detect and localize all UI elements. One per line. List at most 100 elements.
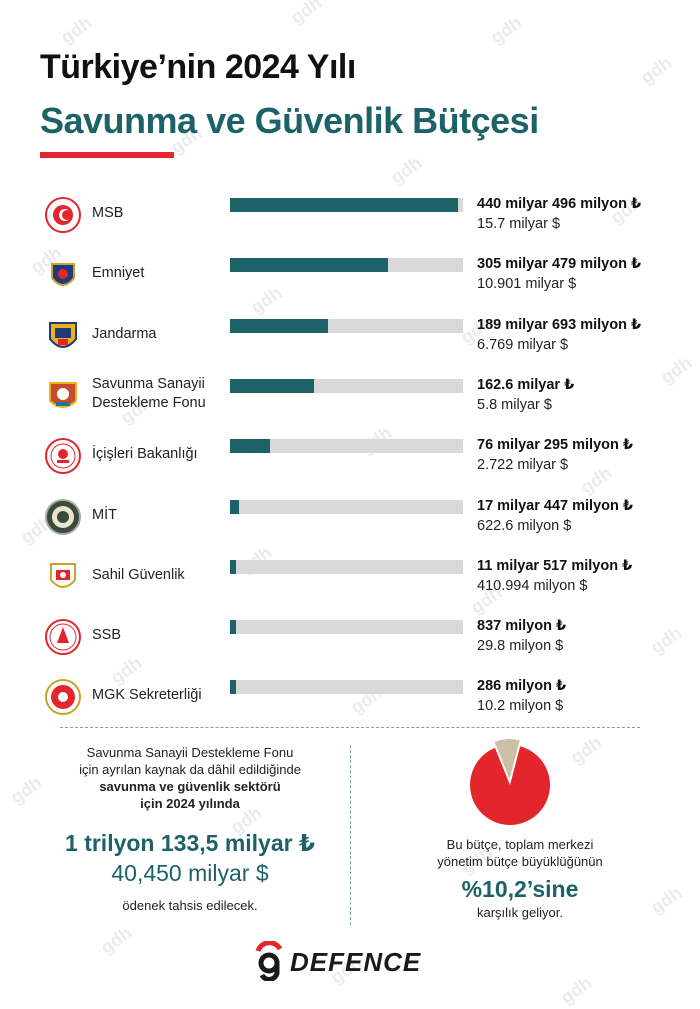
bar-track <box>230 378 463 393</box>
category-label: SSB <box>92 627 122 644</box>
emniyet-emblem-icon <box>51 263 75 287</box>
brand-logo: DEFENCE <box>250 941 450 981</box>
institution-emblem <box>44 618 82 656</box>
bar-row: MSB 440 milyar 496 milyon ₺ 15.7 milyar $ <box>0 196 700 258</box>
value-usd-label: 29.8 milyon $ <box>477 638 564 655</box>
bar-track <box>230 499 463 514</box>
summary-right-line2: yönetim bütçe büyüklüğünün <box>437 854 603 869</box>
pie-slice-share <box>494 739 520 780</box>
value-try-label: 286 milyon ₺ <box>477 678 567 695</box>
bar-row: Savunma Sanayii Destekleme Fonu 162.6 mily… <box>0 376 700 439</box>
summary-left-line3: savunma ve güvenlik sektörü <box>99 779 281 794</box>
institution-emblem <box>44 196 82 234</box>
bar-track <box>230 559 463 574</box>
watermark-mark: gdh <box>636 52 676 88</box>
value-usd-label: 410.994 milyon $ <box>477 577 588 594</box>
jandarma-emblem-icon <box>49 321 77 348</box>
summary-right-line3: karşılık geliyor. <box>477 905 563 920</box>
bar <box>230 499 240 514</box>
bar <box>230 318 329 333</box>
gdefence-logo-icon <box>255 941 283 981</box>
category-label: Savunma Sanayii <box>92 375 205 392</box>
institution-emblem <box>44 256 82 294</box>
bar <box>230 258 389 273</box>
category-label: Sahil Güvenlik <box>92 566 185 583</box>
watermark-mark: gdh <box>56 12 96 48</box>
title-underline <box>40 152 174 158</box>
value-try-label: 305 milyar 479 milyon ₺ <box>477 256 642 273</box>
value-try-label: 11 milyar 517 milyon ₺ <box>477 557 633 574</box>
percent-label: %10,2’sine <box>461 876 579 902</box>
bar-track <box>230 198 463 212</box>
watermark-mark: gdh <box>286 0 326 28</box>
institution-emblem <box>44 317 82 355</box>
icisleri-emblem-icon <box>45 438 81 475</box>
sahil-guvenlik-emblem-icon <box>50 562 76 588</box>
bar-track <box>230 680 463 695</box>
msb-emblem-icon <box>45 197 81 233</box>
total-try: 1 trilyon 133,5 milyar ₺ <box>65 830 315 856</box>
mgk-emblem-icon <box>45 679 81 716</box>
category-label: MGK Sekreterliği <box>92 687 202 704</box>
summary-left-line5: ödenek tahsis edilecek. <box>122 898 258 913</box>
summary-right-line1: Bu bütçe, toplam merkezi <box>446 837 594 852</box>
bar-row: Jandarma 189 milyar 693 milyon ₺ 6.769 mil… <box>0 316 700 379</box>
bar-row: MİT 17 milyar 447 milyon ₺ 622.6 milyon $ <box>0 497 700 560</box>
bar-row: MGK Sekreterliği 286 milyon ₺ 10.2 milyon … <box>0 678 700 740</box>
vertical-divider <box>350 745 351 925</box>
bar <box>230 680 236 695</box>
bar <box>230 620 236 635</box>
page-title-line2: Savunma ve Güvenlik Bütçesi <box>40 100 539 141</box>
category-label: Jandarma <box>92 325 157 342</box>
value-try-label: 189 milyar 693 milyon ₺ <box>477 316 642 333</box>
mit-emblem-icon <box>45 498 81 535</box>
institution-emblem <box>44 498 82 536</box>
watermark-mark: gdh <box>96 922 136 958</box>
summary-left-line2: için ayrılan kaynak da dâhil edildiğinde <box>79 762 301 777</box>
value-try-label: 440 milyar 496 milyon ₺ <box>477 196 642 212</box>
ssdf-emblem-icon <box>49 381 77 408</box>
value-usd-label: 2.722 milyar $ <box>477 457 569 474</box>
watermark-mark: gdh <box>486 12 526 48</box>
value-try-label: 837 milyon ₺ <box>477 618 567 635</box>
category-label: İçişleri Bakanlığı <box>92 446 198 463</box>
institution-emblem <box>44 377 82 415</box>
bar-row: Emniyet 305 milyar 479 milyon ₺ 10.901 mil… <box>0 256 700 318</box>
value-usd-label: 5.8 milyar $ <box>477 396 552 413</box>
bar-track <box>230 620 463 635</box>
watermark-mark: gdh <box>386 152 426 188</box>
bar-track <box>230 318 463 333</box>
bar <box>230 559 236 574</box>
category-label: Destekleme Fonu <box>92 394 206 411</box>
value-try-label: 17 milyar 447 milyon ₺ <box>477 497 633 514</box>
institution-emblem <box>44 678 82 716</box>
horizontal-divider <box>60 727 640 728</box>
summary-left-line1: Savunma Sanayii Destekleme Fonu <box>86 745 294 760</box>
value-usd-label: 6.769 milyar $ <box>477 336 569 353</box>
value-try-label: 76 milyar 295 milyon ₺ <box>477 437 633 454</box>
bar-row: Sahil Güvenlik 11 milyar 517 milyon ₺ 410.… <box>0 557 700 620</box>
value-try-label: 162.6 milyar ₺ <box>477 376 575 393</box>
bar-track <box>230 258 463 273</box>
value-usd-label: 622.6 milyon $ <box>477 517 572 534</box>
bar-track <box>230 439 463 454</box>
category-label: Emniyet <box>92 265 145 282</box>
value-usd-label: 10.2 milyon $ <box>477 698 564 715</box>
value-usd-label: 10.901 milyar $ <box>477 276 577 293</box>
category-label: MSB <box>92 205 124 221</box>
institution-emblem <box>44 437 82 475</box>
summary-left-line4: için 2024 yılında <box>140 796 240 811</box>
watermark-mark: gdh <box>556 972 596 1008</box>
category-label: MİT <box>92 506 117 523</box>
page-title-line1: Türkiye’nin 2024 Yılı <box>40 48 356 86</box>
institution-emblem <box>44 558 82 596</box>
ssb-emblem-icon <box>45 619 81 656</box>
budget-share-pie <box>470 739 550 825</box>
value-usd-label: 15.7 milyar $ <box>477 216 561 232</box>
bar <box>230 378 315 393</box>
bar-row: İçişleri Bakanlığı 76 milyar 295 milyon ₺… <box>0 437 700 499</box>
pie-slice-rest <box>470 746 550 825</box>
brand-name: DEFENCE <box>290 947 422 977</box>
bar <box>230 439 270 454</box>
bar <box>230 198 459 212</box>
